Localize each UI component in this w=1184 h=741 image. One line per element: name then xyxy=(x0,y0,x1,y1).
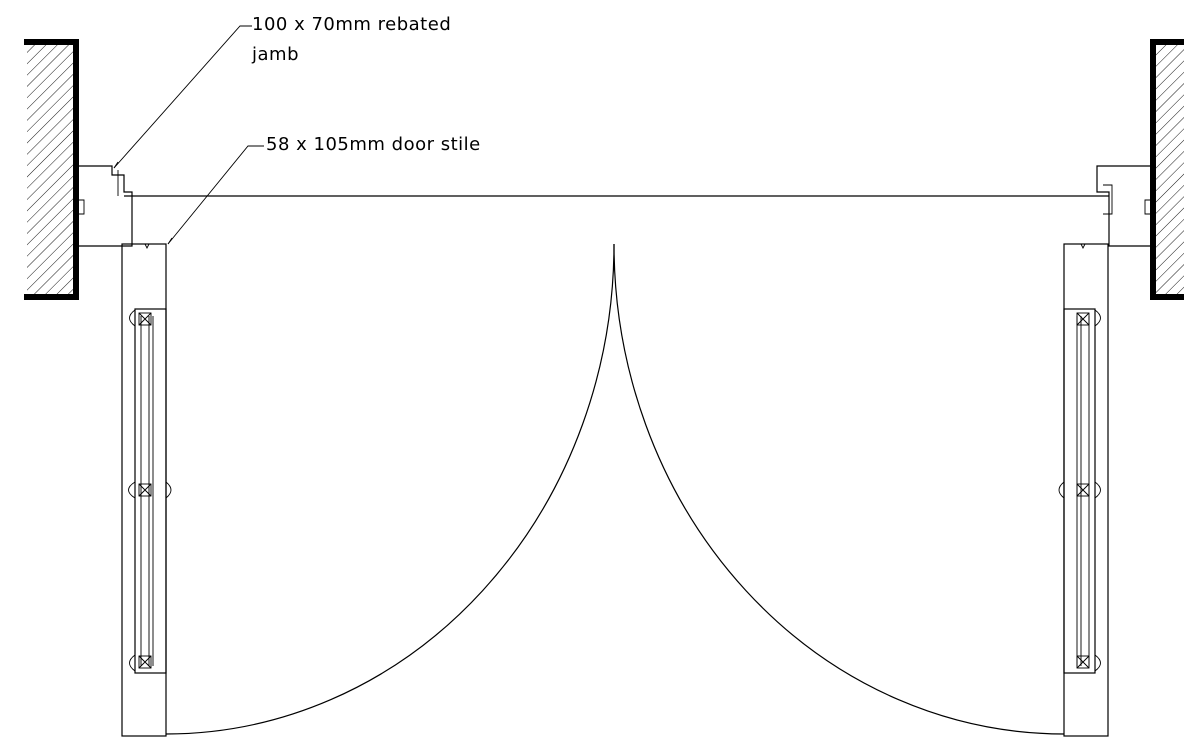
left-swing-arc xyxy=(165,243,615,735)
left-door-leaf xyxy=(121,243,172,737)
left-wall xyxy=(24,39,79,300)
left-jamb xyxy=(76,165,133,247)
right-swing-arc xyxy=(613,243,1065,735)
right-jamb xyxy=(1096,165,1153,247)
stile-annotation: 58 x 105mm door stile xyxy=(266,134,481,155)
right-wall xyxy=(1150,39,1184,300)
jamb-annotation-line2: jamb xyxy=(252,44,299,65)
right-door-leaf xyxy=(1058,243,1109,737)
jamb-annotation-line1: 100 x 70mm rebated xyxy=(252,14,452,35)
stile-leader xyxy=(167,145,264,245)
jamb-leader xyxy=(113,25,252,169)
